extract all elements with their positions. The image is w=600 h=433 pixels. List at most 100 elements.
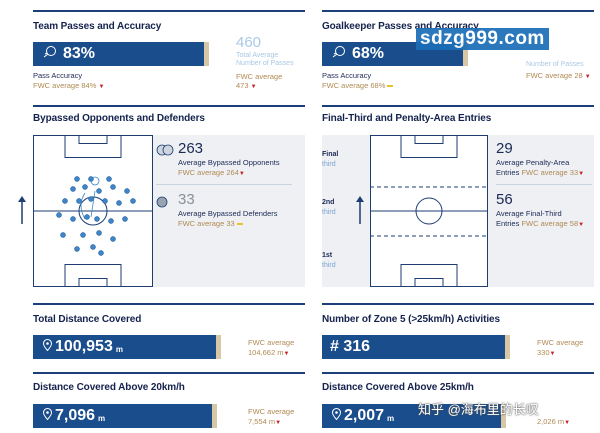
watermark-site: sdzg999.com (416, 28, 549, 50)
stat-separator (156, 184, 292, 185)
opponents-label: Average Bypassed Opponents (178, 158, 280, 167)
watermark-credit: 知乎 @海布里的长叹 (418, 402, 539, 417)
distance20-title: Distance Covered Above 20km/h (33, 382, 185, 393)
distance20-fwc-value: 7,554 m (248, 417, 276, 426)
distance-fwc-label: FWC average (248, 338, 295, 347)
distance-title: Total Distance Covered (33, 314, 142, 325)
defenders-fwc: FWC average 33 (178, 219, 235, 228)
section-divider (322, 10, 594, 12)
gk-passes-label: Number of Passes (526, 61, 584, 68)
opponents-fwc: FWC average 264 (178, 168, 239, 177)
team-accuracy-label: Pass Accuracy (33, 71, 83, 80)
section-divider (33, 372, 305, 374)
down-arrow-icon: ▼ (578, 171, 585, 177)
distance25-title: Distance Covered Above 25km/h (322, 382, 474, 393)
bar-endcap (216, 335, 221, 359)
penalty-entries-label-2: Entries (496, 168, 520, 177)
down-arrow-icon: ▼ (275, 420, 282, 426)
gk-passes-fwc: FWC average 28 (526, 71, 583, 80)
distance-bar: 100,953 m (33, 335, 221, 359)
distance25-bar: 2,007 m (322, 404, 506, 428)
gk-passes-title: Goalkeeper Passes and Accuracy (322, 21, 479, 32)
final-third-entries-value: 56 (496, 191, 513, 208)
football-pitch (33, 135, 153, 292)
distance25-value: 2,007 (344, 407, 385, 424)
bar-endcap (204, 42, 209, 66)
down-arrow-icon: ▼ (564, 420, 571, 426)
distance25-fwc-value: 2,026 m (537, 417, 565, 426)
section-divider (322, 105, 594, 107)
down-arrow-icon: ▼ (549, 351, 556, 357)
defenders-icon (156, 195, 168, 213)
zone-second-label: 2nd (322, 199, 335, 206)
team-accuracy-bar: 83% (33, 42, 209, 66)
gk-accuracy-fwc: FWC average 68% (322, 81, 386, 90)
team-passes-fwc-label: FWC average (236, 72, 283, 81)
section-divider (33, 10, 305, 12)
team-passes-fwc-value: 473 (236, 81, 249, 90)
location-pin-icon (42, 407, 53, 425)
section-divider (322, 372, 594, 374)
team-accuracy-fwc: FWC average 84% (33, 81, 97, 90)
football-pitch (370, 135, 488, 292)
team-passes-label-2: Number of Passes (236, 60, 294, 67)
zone-final-label: Final (322, 151, 339, 158)
attack-direction-arrow-icon (355, 196, 365, 231)
distance20-bar: 7,096 m (33, 404, 217, 428)
zone-first-label: 1st (322, 252, 333, 259)
equal-icon (236, 223, 243, 226)
final-third-title: Final-Third and Penalty-Area Entries (322, 113, 492, 124)
distance25-unit: m (387, 414, 395, 423)
final-third-entries-label-1: Average Final-Third (496, 209, 562, 218)
down-arrow-icon: ▼ (238, 171, 245, 177)
bypassed-title: Bypassed Opponents and Defenders (33, 113, 205, 124)
defenders-label: Average Bypassed Defenders (178, 209, 278, 218)
gk-accuracy-label: Pass Accuracy (322, 71, 372, 80)
distance-fwc-value: 104,662 m (248, 348, 284, 357)
penalty-entries-label-1: Average Penalty-Area (496, 158, 570, 167)
down-arrow-icon: ▼ (283, 351, 290, 357)
team-passes-title: Team Passes and Accuracy (33, 21, 162, 32)
distance-unit: m (115, 345, 123, 354)
down-arrow-icon: ▼ (578, 222, 585, 228)
down-arrow-icon: ▼ (584, 74, 591, 80)
team-passes-value: 460 (236, 34, 262, 51)
zone-first-sublabel: third (322, 262, 336, 269)
bar-endcap (463, 42, 468, 66)
opponents-value: 263 (178, 140, 204, 157)
football-icon (332, 45, 346, 64)
final-third-entries-fwc: FWC average 58 (521, 219, 579, 228)
team-passes-label-1: Total Average (236, 52, 279, 59)
zone5-value: # 316 (330, 338, 371, 355)
final-third-entries-label-2: Entries (496, 219, 520, 228)
distance20-value: 7,096 (55, 407, 96, 424)
distance20-fwc-label: FWC average (248, 407, 295, 416)
zone-second-sublabel: third (322, 209, 336, 216)
zone5-title: Number of Zone 5 (>25km/h) Activities (322, 314, 500, 325)
section-divider (33, 105, 305, 107)
bar-endcap (212, 404, 217, 428)
team-accuracy-value: 83% (63, 45, 96, 62)
down-arrow-icon: ▼ (250, 84, 257, 90)
defenders-value: 33 (178, 191, 195, 208)
equal-icon (387, 85, 394, 88)
location-pin-icon (42, 338, 53, 356)
penalty-entries-value: 29 (496, 140, 513, 157)
zone-final-sublabel: third (322, 161, 336, 168)
football-icon (43, 45, 57, 64)
zone5-bar: # 316 (322, 335, 510, 359)
penalty-entries-fwc: FWC average 33 (521, 168, 579, 177)
down-arrow-icon: ▼ (98, 84, 105, 90)
zone5-fwc-label: FWC average (537, 338, 584, 347)
section-divider (33, 303, 305, 305)
gk-accuracy-value: 68% (352, 45, 385, 62)
bar-endcap (505, 335, 510, 359)
opponents-icon (156, 143, 174, 161)
distance-value: 100,953 (55, 338, 113, 355)
distance20-unit: m (98, 414, 106, 423)
stat-separator (496, 184, 592, 185)
location-pin-icon (331, 407, 342, 425)
section-divider (322, 303, 594, 305)
bar-endcap (501, 404, 506, 428)
attack-direction-arrow-icon (17, 196, 27, 231)
